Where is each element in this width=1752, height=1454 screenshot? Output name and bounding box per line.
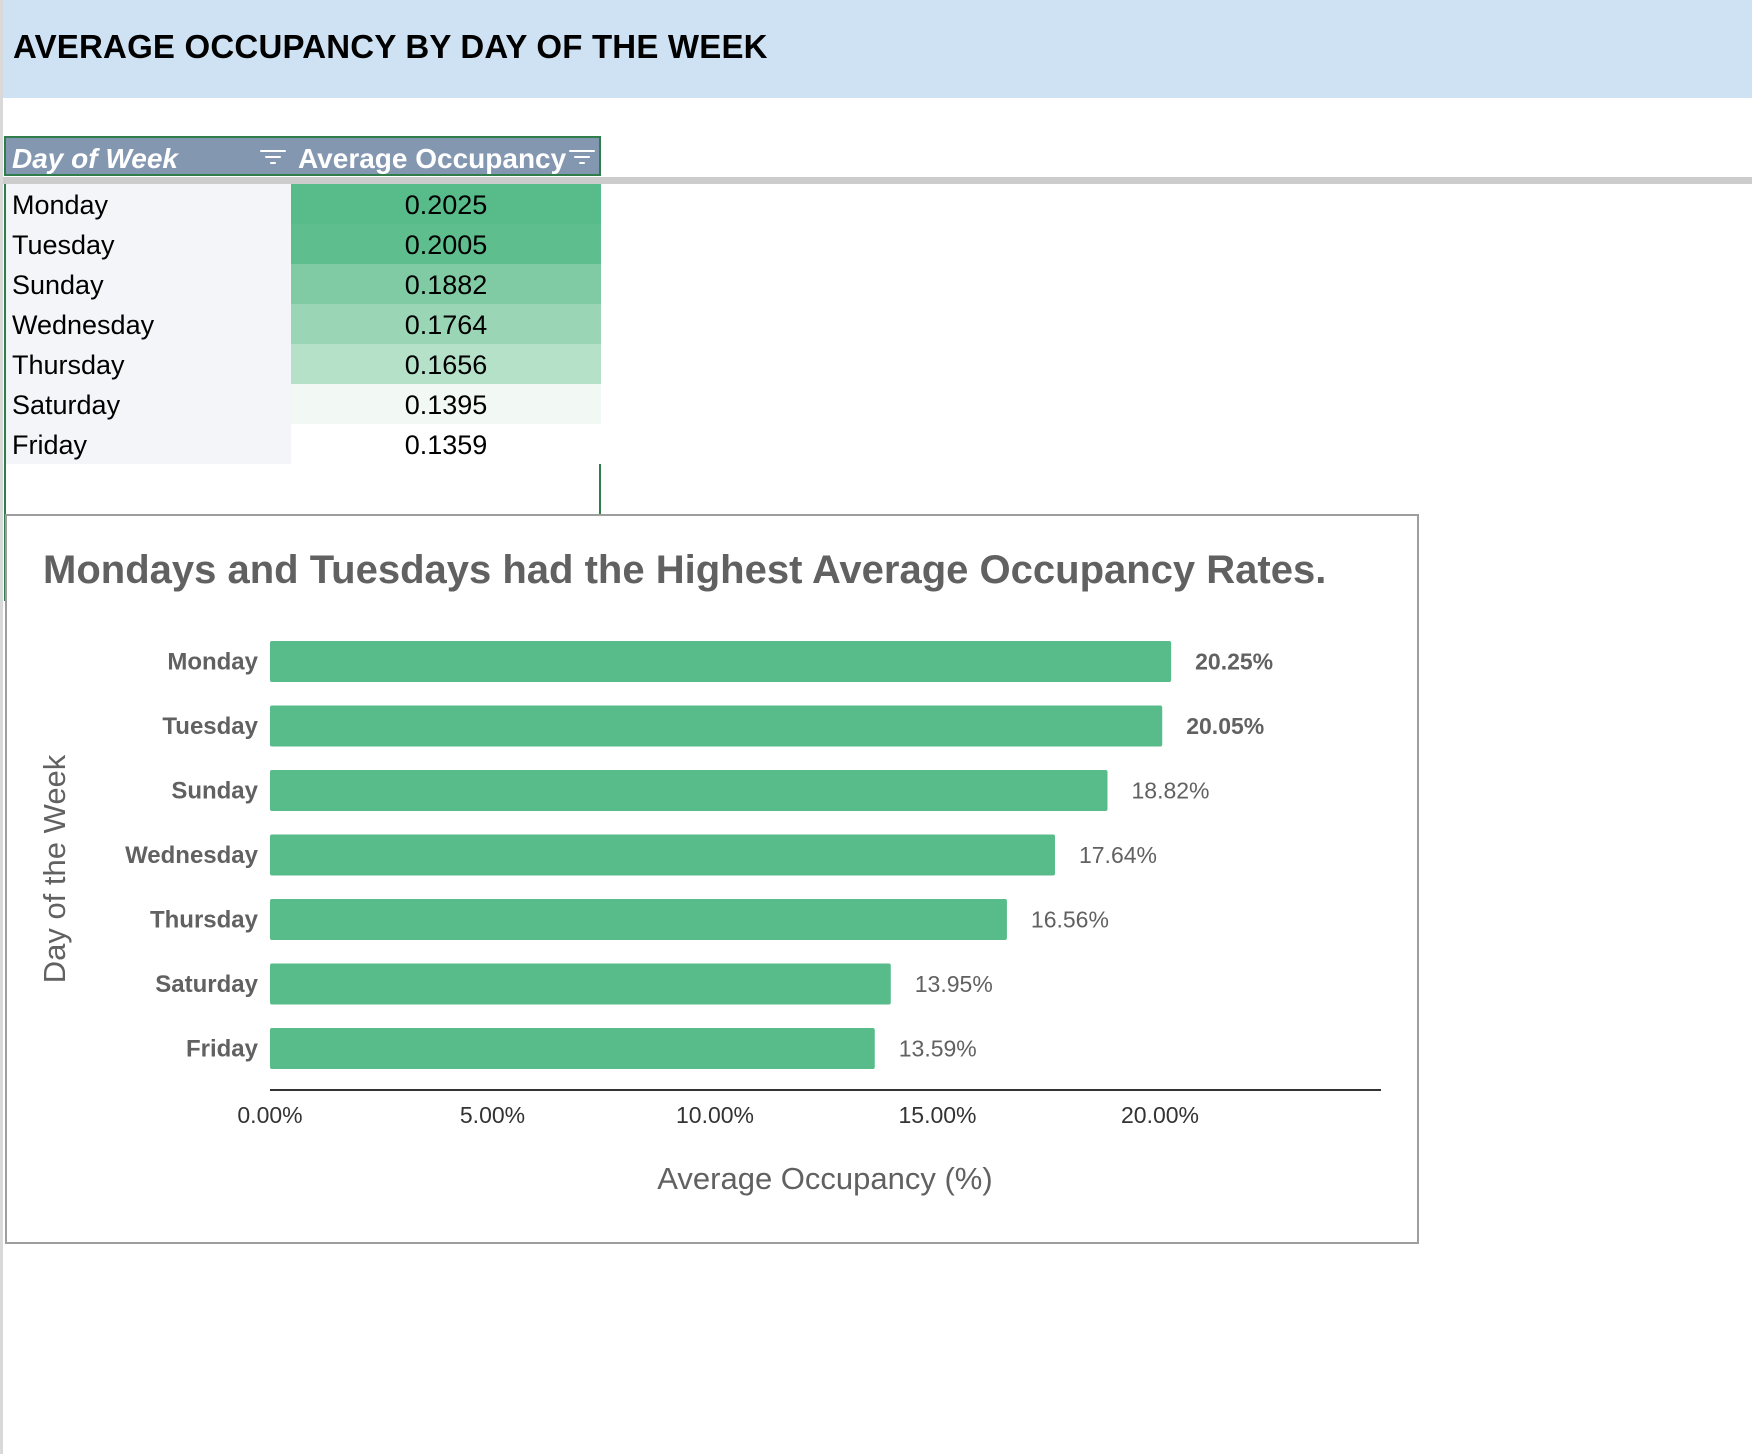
table-row[interactable]: Thursday 0.1656 <box>6 344 601 384</box>
day-cell[interactable]: Sunday <box>6 264 291 304</box>
table-row[interactable]: Friday 0.1359 <box>6 424 601 464</box>
data-label: 20.05% <box>1186 713 1264 739</box>
x-tick-label: 15.00% <box>898 1102 976 1128</box>
category-label: Friday <box>186 1036 259 1063</box>
bar-chart: Monday 20.25% Tuesday 20.05% Sunday 18.82% Wed… <box>37 641 1381 1196</box>
table-header-row: Day of Week Average Occupancy <box>4 136 601 176</box>
chart-title: Mondays and Tuesdays had the Highest Ave… <box>43 548 1327 592</box>
category-label: Thursday <box>150 907 259 934</box>
value-cell[interactable]: 0.1882 <box>291 264 601 304</box>
sheet-left-gutter <box>0 0 3 1454</box>
data-label: 20.25% <box>1195 649 1273 675</box>
value-cell[interactable]: 0.2005 <box>291 224 601 264</box>
category-label: Monday <box>167 649 258 676</box>
frozen-rows-divider[interactable] <box>3 177 1752 184</box>
day-cell[interactable]: Tuesday <box>6 224 291 264</box>
bar[interactable] <box>270 963 891 1005</box>
table-row[interactable]: Sunday 0.1882 <box>6 264 601 304</box>
bar[interactable] <box>270 705 1163 747</box>
bar[interactable] <box>270 1028 875 1069</box>
chart-container[interactable]: Mondays and Tuesdays had the Highest Ave… <box>5 514 1419 1244</box>
data-label: 13.95% <box>915 971 993 997</box>
x-tick-label: 0.00% <box>237 1102 302 1128</box>
day-cell[interactable]: Friday <box>6 424 291 464</box>
bar[interactable] <box>270 834 1055 876</box>
filter-icon[interactable] <box>569 147 595 167</box>
x-tick-label: 10.00% <box>676 1102 754 1128</box>
day-cell[interactable]: Wednesday <box>6 304 291 344</box>
data-label: 16.56% <box>1031 907 1109 933</box>
value-cell[interactable]: 0.1764 <box>291 304 601 344</box>
bar[interactable] <box>270 770 1108 811</box>
table-body: Monday 0.2025 Tuesday 0.2005 Sunday 0.18… <box>4 184 601 601</box>
header-day-of-week: Day of Week <box>12 143 178 174</box>
x-axis-title: Average Occupancy (%) <box>657 1161 992 1196</box>
data-label: 18.82% <box>1131 778 1209 804</box>
table-row[interactable]: Saturday 0.1395 <box>6 384 601 424</box>
bar[interactable] <box>270 899 1007 940</box>
day-cell[interactable]: Thursday <box>6 344 291 384</box>
value-cell[interactable]: 0.2025 <box>291 184 601 224</box>
x-tick-label: 20.00% <box>1121 1102 1199 1128</box>
value-cell[interactable]: 0.1656 <box>291 344 601 384</box>
filter-icon[interactable] <box>260 147 286 167</box>
day-cell[interactable]: Saturday <box>6 384 291 424</box>
y-axis-title: Day of the Week <box>37 754 72 983</box>
table-row[interactable]: Wednesday 0.1764 <box>6 304 601 344</box>
title-band: AVERAGE OCCUPANCY BY DAY OF THE WEEK <box>3 0 1752 98</box>
x-tick-label: 5.00% <box>460 1102 525 1128</box>
category-label: Saturday <box>155 971 258 998</box>
data-label: 13.59% <box>899 1036 977 1062</box>
bar[interactable] <box>270 641 1172 682</box>
table-row[interactable]: Tuesday 0.2005 <box>6 224 601 264</box>
category-label: Sunday <box>171 778 258 805</box>
header-average-occupancy: Average Occupancy <box>298 143 567 174</box>
value-cell[interactable]: 0.1359 <box>291 424 601 464</box>
table-row[interactable]: Monday 0.2025 <box>6 184 601 224</box>
category-label: Tuesday <box>162 713 258 740</box>
sheet-title: AVERAGE OCCUPANCY BY DAY OF THE WEEK <box>13 28 768 65</box>
value-cell[interactable]: 0.1395 <box>291 384 601 424</box>
day-cell[interactable]: Monday <box>6 184 291 224</box>
category-label: Wednesday <box>125 842 259 869</box>
data-label: 17.64% <box>1079 842 1157 868</box>
